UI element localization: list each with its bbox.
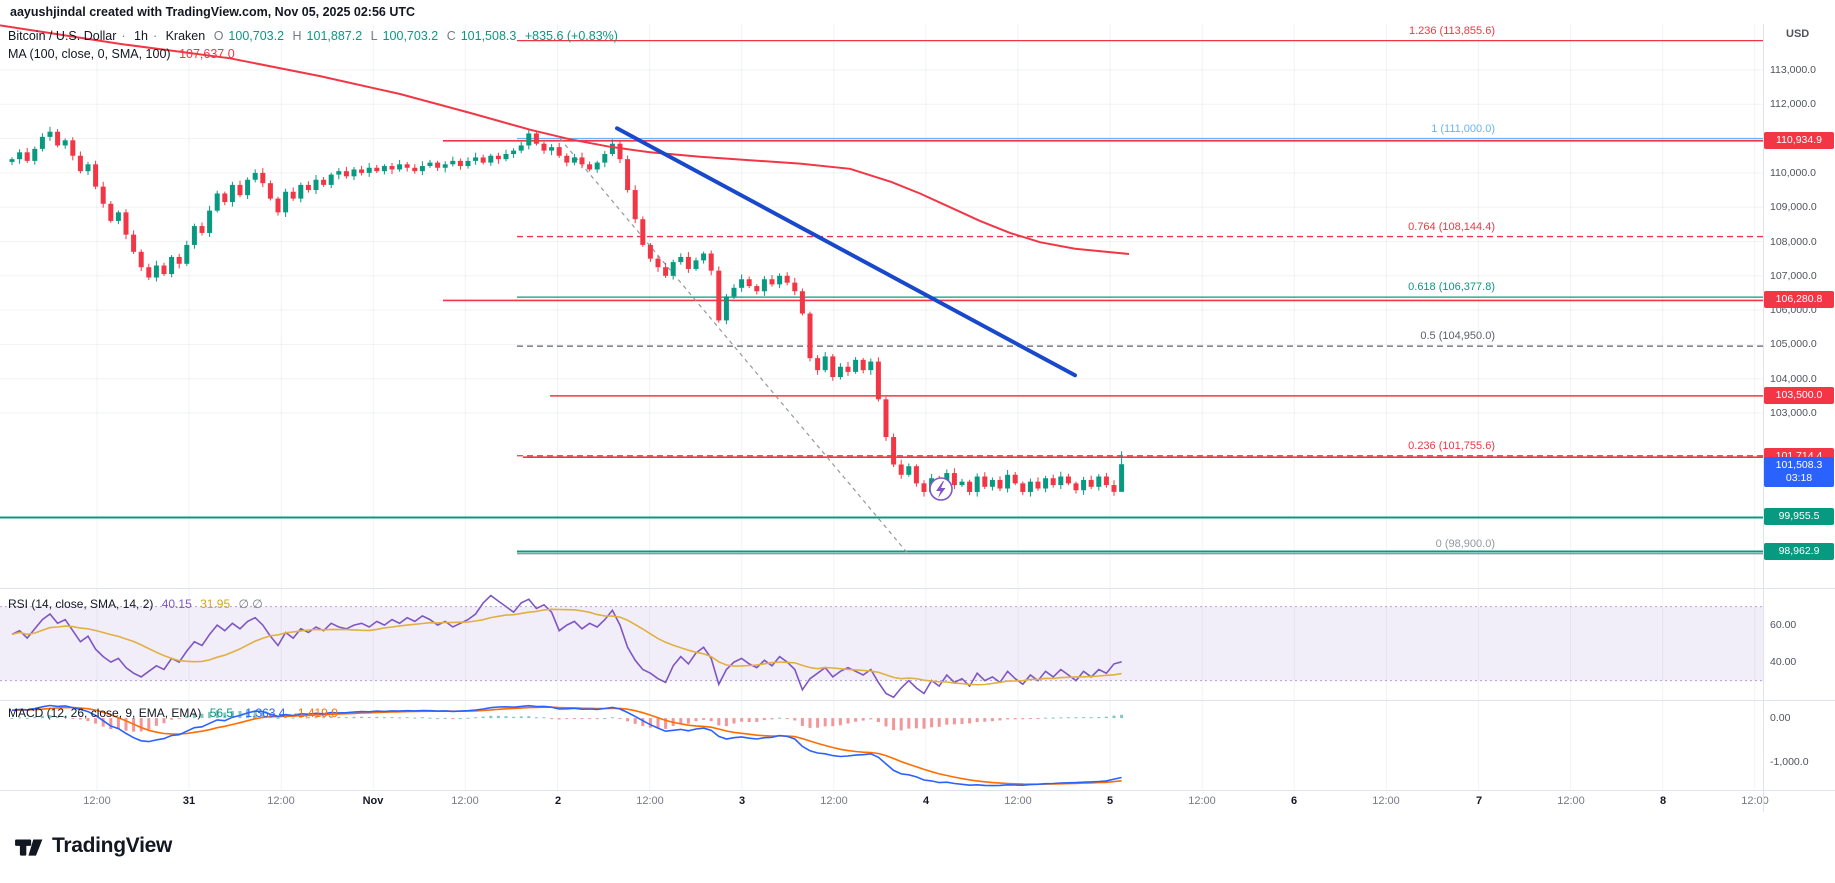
ma-legend[interactable]: MA (100, close, 0, SMA, 100) 107,637.0 — [8, 47, 240, 61]
price-axis-currency[interactable]: USD — [1786, 28, 1810, 40]
price-tick-label: 103,000.0 — [1770, 407, 1817, 419]
symbol-legend[interactable]: Bitcoin / U.S. Dollar · 1h · Kraken O 100,7… — [8, 29, 618, 43]
macd-signal-value: -1,419.9 — [293, 706, 338, 720]
attribution-text: aayushjindal created with TradingView.co… — [10, 5, 416, 19]
last-price-badge: 101,508.3 03:18 — [1764, 457, 1834, 487]
price-tick-label: 107,000.0 — [1770, 270, 1817, 282]
price-axis-border — [1763, 24, 1764, 812]
price-tick-label: 112,000.0 — [1770, 98, 1816, 110]
rsi-tick-label: 40.00 — [1770, 656, 1797, 668]
rsi-legend[interactable]: RSI (14, close, SMA, 14, 2) 40.15 31.95 … — [8, 597, 268, 611]
rsi-extra: ∅ ∅ — [238, 597, 263, 611]
chart-canvas[interactable] — [0, 0, 1763, 812]
macd-name[interactable]: MACD (12, 26, close, 9, EMA, EMA) — [8, 706, 202, 720]
macd-hist-value: 56.5 — [209, 706, 234, 720]
rsi-tick-label: 60.00 — [1770, 619, 1797, 631]
symbol-title[interactable]: Bitcoin / U.S. Dollar — [8, 29, 117, 43]
last-price-value: 101,508.3 — [1775, 459, 1823, 471]
pane-separator-rsi[interactable] — [0, 588, 1835, 589]
price-line-axis-badge: 99,955.5 — [1764, 508, 1834, 525]
ohlc-close: 101,508.3 — [460, 29, 517, 43]
interval-label[interactable]: 1h — [134, 29, 148, 43]
macd-tick-label: 0.00 — [1770, 712, 1791, 724]
price-line-axis-badge: 101,714.4 — [1764, 448, 1834, 465]
time-axis-border — [0, 790, 1835, 791]
footer-bar: TradingView — [0, 812, 1835, 883]
price-tick-label: 105,000.0 — [1770, 338, 1817, 350]
lightning-icon[interactable] — [929, 477, 953, 501]
price-tick-label: 113,000.0 — [1770, 64, 1816, 76]
price-tick-label: 111,000.0 — [1770, 133, 1816, 145]
price-line-axis-badge: 110,934.9 — [1764, 132, 1834, 149]
price-tick-label: 108,000.0 — [1770, 236, 1817, 248]
attribution-bar: aayushjindal created with TradingView.co… — [0, 0, 1835, 24]
macd-legend[interactable]: MACD (12, 26, close, 9, EMA, EMA) 56.5 -… — [8, 706, 343, 720]
exchange-label: Kraken — [165, 29, 206, 43]
rsi-name[interactable]: RSI (14, close, SMA, 14, 2) — [8, 597, 154, 611]
tradingview-logo-icon[interactable] — [14, 832, 44, 862]
price-line-axis-badge: 106,280.8 — [1764, 291, 1834, 308]
macd-tick-label: -1,000.0 — [1770, 756, 1809, 768]
price-line-axis-badge: 103,500.0 — [1764, 387, 1834, 404]
tradingview-wordmark[interactable]: TradingView — [52, 834, 173, 857]
price-tick-label: 110,000.0 — [1770, 167, 1816, 179]
ohlc-high: 101,887.2 — [306, 29, 363, 43]
price-tick-label: 109,000.0 — [1770, 201, 1817, 213]
rsi-value: 40.15 — [161, 597, 192, 611]
price-tick-label: 104,000.0 — [1770, 373, 1817, 385]
ohlc-open: 100,703.2 — [228, 29, 285, 43]
macd-value: -1,363.4 — [241, 706, 286, 720]
ohlc-low: 100,703.2 — [382, 29, 439, 43]
ma-value: 107,637.0 — [179, 47, 235, 61]
price-line-axis-badge: 98,962.9 — [1764, 543, 1834, 560]
pane-separator-macd[interactable] — [0, 700, 1835, 701]
rsi-ma-value: 31.95 — [200, 597, 231, 611]
ma-name[interactable]: MA (100, close, 0, SMA, 100) — [8, 47, 171, 61]
bar-countdown: 03:18 — [1785, 472, 1813, 484]
ohlc-change: +835.6 (+0.83%) — [524, 29, 618, 43]
price-tick-label: 106,000.0 — [1770, 304, 1817, 316]
